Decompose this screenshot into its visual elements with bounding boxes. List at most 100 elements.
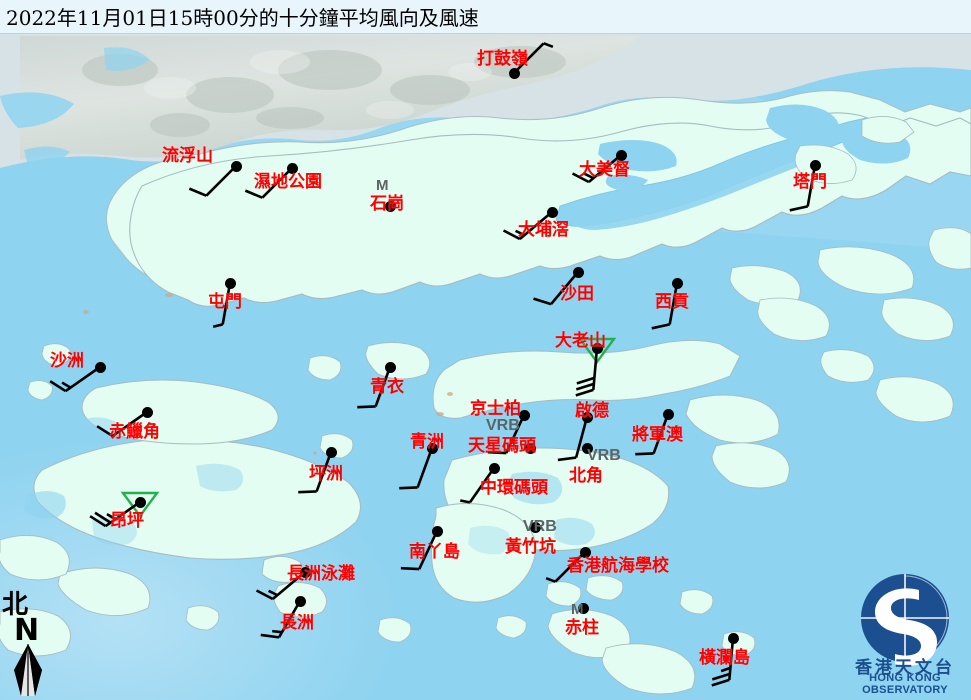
gale-indicator-icon xyxy=(120,491,160,519)
station-dot-icon xyxy=(572,266,584,278)
wind-barb xyxy=(260,600,302,639)
station-dot-icon xyxy=(488,462,500,474)
station-dot-icon xyxy=(141,406,153,418)
hko-logo: 香港天文台 HONG KONG OBSERVATORY xyxy=(841,570,969,698)
station-name-label: 大美督 xyxy=(579,160,630,180)
station-name-label: 西貢 xyxy=(655,292,689,312)
station-name-label: 坪洲 xyxy=(309,464,343,484)
station-dot-icon xyxy=(384,200,396,212)
station-dot-icon xyxy=(809,159,821,171)
wind-barb xyxy=(49,365,101,393)
station-dot-icon xyxy=(671,277,683,289)
station-dot-icon xyxy=(546,206,558,218)
missing-data-flag: M xyxy=(571,601,584,618)
station-name-label: 昂坪 xyxy=(110,511,144,531)
variable-wind-flag: VRB xyxy=(523,518,557,535)
wind-barb xyxy=(513,42,554,74)
wind-barb xyxy=(545,551,586,583)
wind-barb xyxy=(357,366,392,409)
wind-barb xyxy=(459,467,496,504)
station-dot-icon xyxy=(579,546,591,558)
station-name-label: 北角 xyxy=(569,466,603,486)
station-name-label: 濕地公園 xyxy=(254,172,322,192)
station-dot-icon xyxy=(518,409,530,421)
station-dot-icon xyxy=(581,442,593,454)
wind-barb xyxy=(96,410,148,438)
station-dot-icon xyxy=(299,566,311,578)
station-dot-icon xyxy=(581,411,593,423)
wind-barb xyxy=(487,414,526,455)
wind-barb xyxy=(533,271,579,306)
station-name-label: 南丫島 xyxy=(409,542,460,562)
station-dot-icon xyxy=(431,525,443,537)
hko-name-cn: 香港天文台 xyxy=(855,658,955,678)
variable-wind-flag: VRB xyxy=(486,417,520,434)
station-dot-icon xyxy=(508,67,520,79)
hko-name-en: HONG KONG OBSERVATORY xyxy=(862,672,948,696)
station-dot-icon xyxy=(426,442,438,454)
station-name-label: 啟德 xyxy=(575,401,609,421)
station-name-label: 沙洲 xyxy=(50,351,84,371)
missing-data-flag: M xyxy=(376,177,389,194)
station-dot-icon xyxy=(325,446,337,458)
station-dot-icon xyxy=(524,442,536,454)
station-dot-icon xyxy=(134,496,146,508)
station-name-label: 長洲泳灘 xyxy=(287,564,355,584)
wind-barb xyxy=(255,571,306,601)
wind-barb xyxy=(298,451,333,494)
station-name-label: 長洲 xyxy=(280,613,314,633)
wind-barb xyxy=(557,416,589,462)
station-name-label: 京士柏 xyxy=(470,399,521,419)
wind-barb xyxy=(399,447,434,490)
wind-barb xyxy=(711,637,735,687)
station-name-label: 打鼓嶺 xyxy=(477,49,528,69)
wind-barb xyxy=(400,530,439,571)
station-name-label: 將軍澳 xyxy=(632,425,683,445)
page-title: 2022年11月01日15時00分的十分鐘平均風向及風速 xyxy=(6,6,479,30)
station-dot-icon xyxy=(662,408,674,420)
wind-barb xyxy=(89,500,141,528)
station-dot-icon xyxy=(591,342,603,354)
station-name-label: 沙田 xyxy=(560,284,594,304)
hko-emblem-icon xyxy=(861,574,949,666)
station-dot-icon xyxy=(384,361,396,373)
station-dot-icon xyxy=(286,162,298,174)
station-name-label: 石崗 xyxy=(370,194,404,214)
station-name-label: 青衣 xyxy=(370,377,404,397)
station-name-label: 中環碼頭 xyxy=(480,478,548,498)
station-dot-icon xyxy=(529,521,541,533)
station-name-label: 青洲 xyxy=(410,432,444,452)
station-name-label: 赤柱 xyxy=(565,618,599,638)
station-dot-icon xyxy=(615,149,627,161)
station-dot-icon xyxy=(294,595,306,607)
north-label-cn: 北 xyxy=(2,590,29,620)
station-name-label: 香港航海學校 xyxy=(567,556,669,576)
wind-barb xyxy=(789,164,817,212)
variable-wind-flag: VRB xyxy=(587,447,621,464)
wind-barb xyxy=(244,167,293,199)
station-name-label: 天星碼頭 xyxy=(468,436,536,456)
station-dot-icon xyxy=(94,361,106,373)
gale-indicator-icon xyxy=(577,337,617,365)
wind-barb xyxy=(188,165,237,197)
wind-barb xyxy=(651,282,679,330)
station-name-label: 流浮山 xyxy=(162,146,213,166)
north-arrow-glyph xyxy=(14,644,42,696)
wind-barb xyxy=(575,347,599,397)
station-name-label: 大老山 xyxy=(555,331,606,351)
station-name-label: 塔門 xyxy=(793,172,827,192)
station-name-label: 屯門 xyxy=(208,292,242,312)
station-name-label: 橫瀾島 xyxy=(699,648,750,668)
title-bar: 2022年11月01日15時00分的十分鐘平均風向及風速 xyxy=(0,0,971,34)
north-arrow: 北 N xyxy=(2,592,66,698)
station-name-label: 黃竹坑 xyxy=(505,537,556,557)
wind-barb xyxy=(571,154,622,184)
station-dot-icon xyxy=(727,632,739,644)
station-dot-icon xyxy=(224,277,236,289)
wind-barb xyxy=(212,282,232,328)
station-name-label: 大埔滘 xyxy=(518,220,569,240)
wind-barb xyxy=(502,211,553,241)
station-name-label: 赤鱲角 xyxy=(109,422,160,442)
station-dot-icon xyxy=(577,602,589,614)
